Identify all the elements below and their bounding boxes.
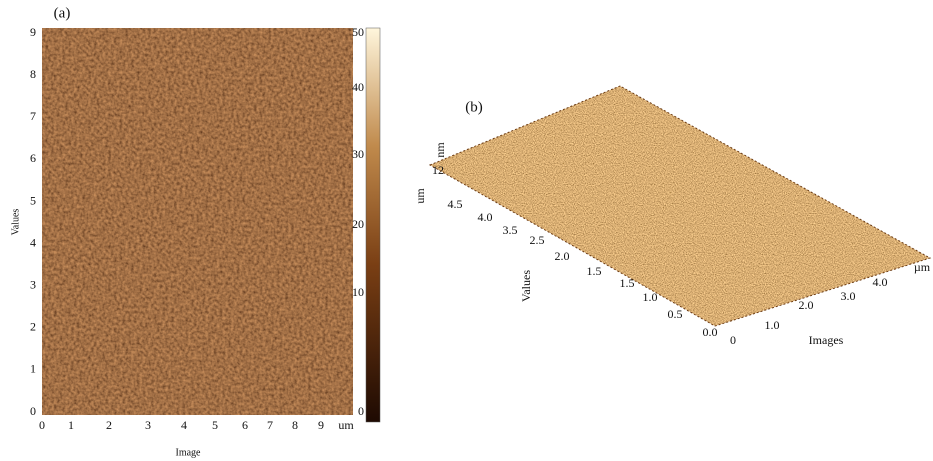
x-axis-title: Image: [176, 447, 202, 458]
x-tick-label: 6: [242, 418, 248, 432]
y-tick-label: 5: [30, 193, 36, 207]
x-tick-label: 8: [292, 418, 298, 432]
y-tick-label: 2.0: [555, 249, 570, 263]
y-tick-label: 1.5: [587, 264, 602, 278]
y-tick-label: 1.5: [620, 276, 635, 290]
panel-label: (a): [54, 5, 71, 21]
y-axis-title: Values: [10, 209, 21, 236]
afm-image: [42, 28, 353, 415]
colorbar-tick-label: 30: [352, 147, 364, 161]
y-tick-label: 9: [30, 25, 36, 39]
y-axis-title: Values: [519, 270, 533, 302]
afm-surface: [430, 86, 930, 326]
z-unit: nm: [433, 142, 447, 158]
y-tick-label: 7: [30, 109, 36, 123]
x-unit: µm: [914, 260, 931, 274]
y-tick-label: 2: [30, 320, 36, 334]
colorbar: [365, 27, 381, 423]
x-tick-label: 7: [267, 418, 273, 432]
y-unit: um: [413, 188, 427, 204]
x-tick-label: 4: [181, 418, 187, 432]
colorbar-tick-label: 50: [352, 25, 364, 39]
x-tick-label: 1: [68, 418, 74, 432]
y-tick-label: 6: [30, 151, 36, 165]
y-tick-label: 4.5: [448, 197, 463, 211]
y-tick-label: 2.5: [530, 233, 545, 247]
y-tick-label: 0: [30, 404, 36, 418]
y-tick-label: 4.0: [478, 210, 493, 224]
x-tick-label: 0: [730, 333, 736, 347]
x-unit: um: [338, 418, 354, 432]
x-tick-label: 0: [39, 418, 45, 432]
x-tick-label: 3: [145, 418, 151, 432]
x-axis-title: Images: [809, 333, 844, 347]
x-tick-label: 2: [106, 418, 112, 432]
surface-edge: [428, 85, 932, 327]
y-tick-label: 1.0: [643, 290, 658, 304]
y-tick-label: 4: [30, 235, 36, 249]
colorbar-tick-label: 40: [352, 80, 364, 94]
colorbar-tick-label: 0: [358, 404, 364, 418]
colorbar-tick-label: 20: [352, 217, 364, 231]
y-tick-label: 1: [30, 362, 36, 376]
x-tick-label: 3.0: [841, 289, 856, 303]
x-tick-label: 5: [212, 418, 218, 432]
x-tick-label: 2.0: [799, 298, 814, 312]
x-tick-label: 9: [318, 418, 324, 432]
y-tick-label: 0.0: [703, 325, 718, 339]
x-tick-label: 4.0: [873, 275, 888, 289]
y-tick-label: 8: [30, 67, 36, 81]
colorbar-tick-label: 10: [352, 285, 364, 299]
y-tick-label: 3.5: [503, 223, 518, 237]
z-tick-label: 12: [432, 163, 444, 177]
y-tick-label: 0.5: [668, 307, 683, 321]
x-tick-label: 1.0: [765, 318, 780, 332]
panel-label: (b): [465, 99, 483, 115]
y-tick-label: 3: [30, 277, 36, 291]
